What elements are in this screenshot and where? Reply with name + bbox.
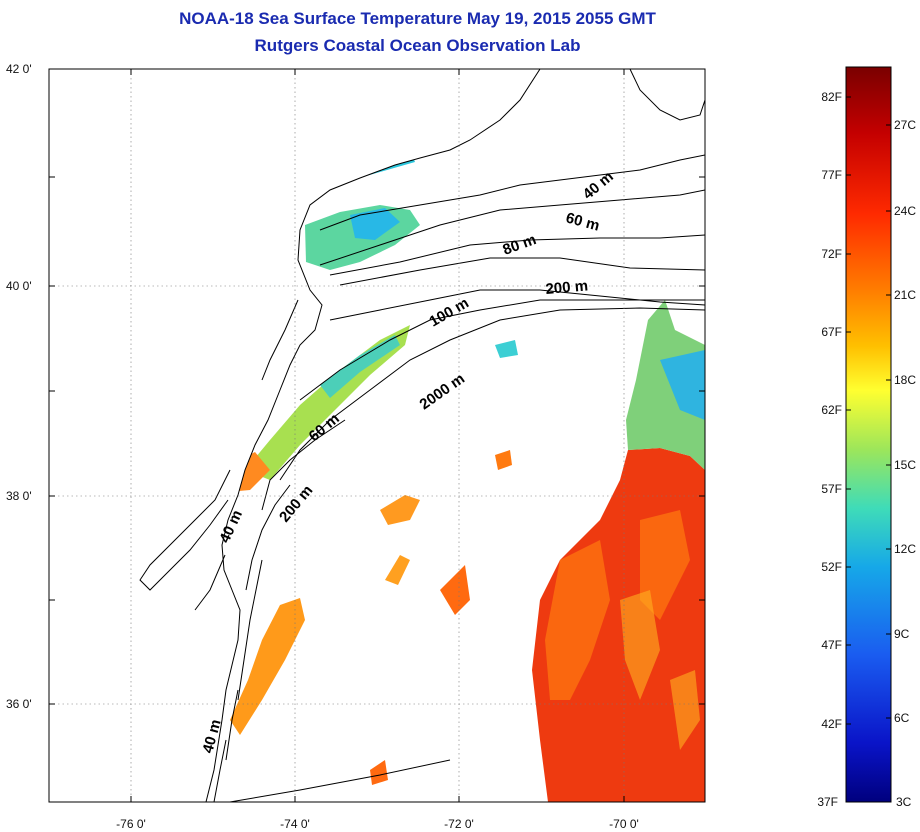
map-frame: [48, 68, 706, 803]
colorbar-c-label: 3C: [896, 795, 912, 809]
colorbar-c-label: 21C: [894, 288, 916, 302]
contour-label: 200 m: [545, 277, 589, 298]
lon-label: -70 0': [609, 817, 639, 831]
sst-patch-5: [495, 450, 512, 470]
axis-ticks: [49, 69, 705, 802]
cape-cod: [629, 69, 705, 121]
colorbar-c-label: 9C: [894, 627, 910, 641]
colorbar-f-label: 42F: [821, 717, 842, 731]
colorbar-f-label: 67F: [821, 325, 842, 339]
colorbar-c-label: 18C: [894, 373, 916, 387]
colorbar-c-label: 12C: [894, 542, 916, 556]
colorbar-c-label: 27C: [894, 118, 916, 132]
colorbar-f-label: 62F: [821, 403, 842, 417]
lon-label: -72 0': [444, 817, 474, 831]
sst-patch-7: [370, 760, 388, 785]
sst-patch-2: [385, 555, 410, 585]
sst-patch-6: [495, 340, 518, 358]
delaware-bay: [261, 299, 299, 381]
colorbar-f-label: 52F: [821, 560, 842, 574]
lat-label: 40 0': [6, 279, 32, 293]
colorbar-f-label: 47F: [821, 638, 842, 652]
chesapeake-bay: [139, 469, 231, 611]
colorbar-f-label: 37F: [817, 795, 838, 809]
sst-shelf-north-blue: [350, 208, 400, 240]
graticule: [49, 69, 705, 802]
sst-warm-filaments: [545, 510, 690, 700]
bathymetry-contours: [213, 154, 705, 802]
sst-shelf-mid-cyan: [320, 335, 400, 398]
map-area[interactable]: 40 m 60 m 80 m 200 m 100 m 2000 m 60 m 2…: [49, 69, 705, 802]
sst-warm-highlights: [620, 590, 700, 750]
colorbar-f-label: 82F: [821, 90, 842, 104]
sst-patch-4: [440, 565, 470, 615]
colorbar-ticks: [846, 96, 891, 725]
lat-label: 36 0': [6, 697, 32, 711]
map-subtitle: Rutgers Coastal Ocean Observation Lab: [254, 36, 581, 55]
colorbar-f-label: 72F: [821, 247, 842, 261]
sst-patch-1: [380, 495, 420, 525]
map-title: NOAA-18 Sea Surface Temperature May 19, …: [179, 9, 656, 28]
colorbar-f-label: 57F: [821, 482, 842, 496]
colorbar-c-label: 15C: [894, 458, 916, 472]
lon-label: -76 0': [116, 817, 146, 831]
sst-cool-tongue: [626, 300, 705, 470]
temperature-colorbar: [845, 66, 892, 803]
sst-hatteras-strip: [230, 598, 305, 735]
sst-cool-blue: [660, 350, 705, 420]
lat-label: 38 0': [6, 489, 32, 503]
colorbar-c-label: 6C: [894, 711, 910, 725]
colorbar-f-label: 77F: [821, 168, 842, 182]
lon-label: -74 0': [280, 817, 310, 831]
lat-label: 42 0': [6, 62, 32, 76]
coastline: [49, 69, 541, 802]
colorbar-c-label: 24C: [894, 204, 916, 218]
